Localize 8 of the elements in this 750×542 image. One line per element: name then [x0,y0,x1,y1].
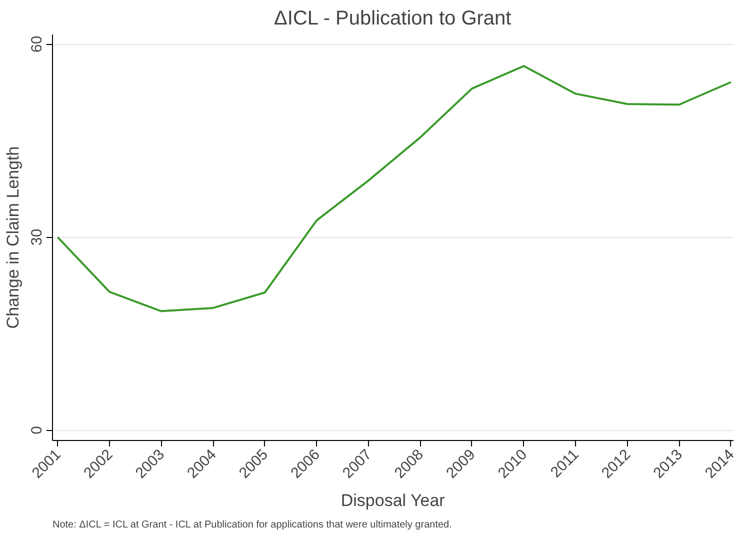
text: Note: ΔICL = ICL at Grant - ICL at Publication for applications that were ultimately granted. [52,520,452,530]
x-axis-title: Disposal Year [340,490,446,510]
chart-title: ΔICL - Publication to Grant [274,8,512,30]
y-axis-title: Change in Claim Length [4,146,22,329]
line-series [56,65,732,312]
y-tick-label: 60 [28,36,46,52]
y-tick-label: 30 [28,228,46,246]
y-tick-label: 0 [28,426,46,434]
